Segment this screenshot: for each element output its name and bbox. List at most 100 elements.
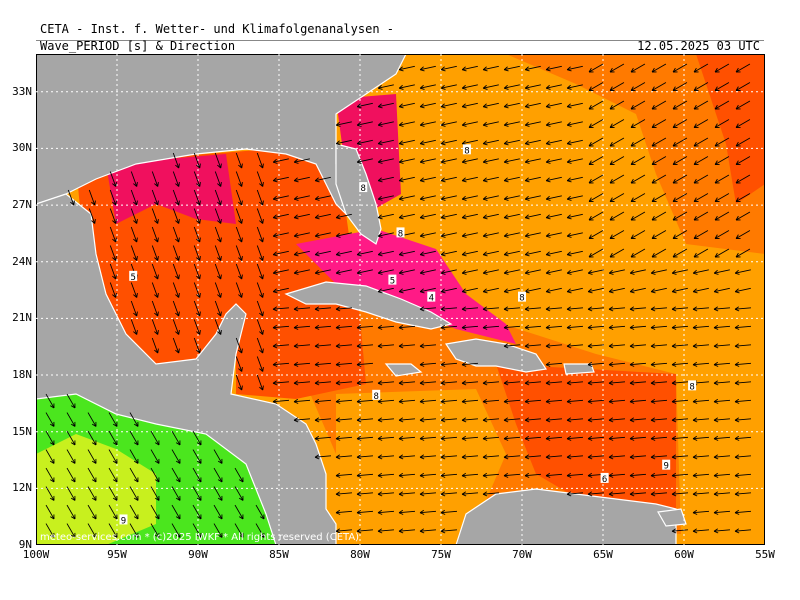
period-label: 5 bbox=[390, 277, 395, 287]
direction-arrow bbox=[419, 195, 436, 201]
direction-arrow bbox=[293, 417, 311, 423]
wave-period-map: 8 8 8 5 5 4 8 8 8 6 9 9 bbox=[36, 54, 765, 545]
period-label: 8 bbox=[361, 184, 366, 194]
direction-arrow bbox=[608, 417, 626, 423]
period-label-background bbox=[388, 274, 397, 285]
direction-arrow bbox=[609, 174, 625, 184]
direction-arrow bbox=[461, 84, 478, 90]
direction-arrow bbox=[566, 454, 584, 460]
direction-arrow bbox=[609, 230, 625, 239]
direction-arrow bbox=[566, 65, 583, 72]
direction-arrow bbox=[398, 250, 415, 257]
direction-arrow bbox=[734, 306, 752, 312]
direction-arrow bbox=[377, 232, 394, 238]
direction-arrow bbox=[524, 213, 541, 220]
direction-arrow bbox=[377, 435, 395, 441]
direction-arrow bbox=[87, 486, 97, 501]
direction-arrow bbox=[356, 269, 373, 275]
direction-arrow bbox=[45, 393, 55, 409]
direction-arrow bbox=[714, 230, 730, 239]
latitude-label: 15N bbox=[12, 424, 32, 438]
direction-arrow bbox=[734, 380, 752, 386]
direction-arrow bbox=[630, 193, 646, 202]
direction-arrow bbox=[87, 523, 97, 538]
direction-arrow bbox=[377, 472, 395, 478]
direction-arrow bbox=[713, 472, 731, 478]
direction-arrow bbox=[377, 213, 394, 220]
direction-arrow bbox=[377, 343, 395, 349]
direction-arrow bbox=[214, 208, 222, 224]
direction-arrow bbox=[256, 208, 264, 224]
direction-arrow bbox=[293, 361, 311, 367]
direction-arrow bbox=[651, 211, 667, 221]
land-cuba bbox=[284, 281, 453, 330]
direction-arrow bbox=[440, 158, 457, 164]
land-usa-southeast bbox=[36, 54, 407, 225]
direction-arrow bbox=[503, 324, 521, 330]
direction-arrow bbox=[356, 491, 374, 497]
direction-arrow bbox=[377, 176, 394, 183]
direction-arrow bbox=[587, 454, 605, 460]
direction-arrow bbox=[482, 398, 500, 404]
land-south-america bbox=[455, 488, 677, 545]
direction-arrow bbox=[693, 63, 709, 73]
direction-arrow bbox=[377, 195, 394, 201]
direction-arrow bbox=[398, 417, 416, 423]
direction-arrow bbox=[129, 523, 139, 538]
direction-arrow bbox=[566, 250, 583, 257]
direction-arrow bbox=[398, 176, 415, 183]
direction-arrow bbox=[692, 343, 710, 349]
direction-arrow bbox=[587, 269, 604, 275]
period-label: 8 bbox=[519, 294, 524, 304]
direction-arrow bbox=[256, 319, 264, 335]
direction-arrow bbox=[482, 287, 499, 294]
direction-arrow bbox=[377, 269, 394, 275]
direction-arrow bbox=[272, 398, 290, 404]
land bbox=[36, 54, 687, 545]
direction-arrow bbox=[461, 435, 479, 441]
period-label-background bbox=[372, 389, 381, 400]
direction-arrow bbox=[714, 63, 730, 73]
direction-arrow bbox=[692, 454, 710, 460]
latitude-label: 33N bbox=[12, 84, 32, 98]
direction-arrow bbox=[588, 156, 604, 165]
direction-arrow bbox=[545, 250, 562, 257]
title-bar bbox=[36, 40, 764, 54]
direction-arrow bbox=[419, 84, 436, 90]
direction-arrow bbox=[629, 491, 647, 497]
direction-arrow bbox=[272, 158, 289, 164]
direction-arrow bbox=[692, 435, 710, 441]
direction-arrow bbox=[398, 287, 415, 294]
direction-arrow bbox=[524, 380, 542, 386]
direction-arrow bbox=[735, 211, 751, 221]
direction-arrow bbox=[735, 248, 751, 258]
credit-line: meteo-services.com * (c)2025 IWKF * All … bbox=[40, 532, 360, 543]
direction-arrow bbox=[734, 287, 751, 294]
direction-arrow bbox=[335, 213, 352, 220]
latitude-label: 18N bbox=[12, 368, 32, 382]
direction-arrow bbox=[545, 65, 562, 72]
direction-arrow bbox=[109, 208, 117, 224]
direction-arrow bbox=[398, 380, 416, 386]
direction-arrow bbox=[524, 195, 541, 201]
direction-arrow bbox=[314, 361, 332, 367]
direction-arrow bbox=[440, 195, 457, 201]
direction-arrow bbox=[651, 193, 667, 202]
direction-arrow bbox=[335, 435, 353, 441]
direction-arrow bbox=[256, 300, 264, 317]
direction-arrow bbox=[503, 232, 520, 238]
direction-arrow bbox=[192, 504, 202, 520]
direction-arrow bbox=[213, 504, 223, 520]
direction-arrow bbox=[130, 189, 138, 206]
direction-arrow bbox=[714, 193, 730, 202]
direction-arrow bbox=[482, 472, 500, 478]
direction-arrow bbox=[524, 139, 541, 146]
direction-arrow bbox=[545, 361, 563, 367]
direction-arrow bbox=[419, 287, 436, 294]
direction-arrow bbox=[356, 361, 374, 367]
direction-arrow bbox=[672, 119, 688, 128]
direction-arrow bbox=[650, 324, 668, 330]
direction-arrow bbox=[713, 509, 731, 515]
direction-arrow bbox=[608, 361, 626, 367]
direction-arrow bbox=[45, 449, 55, 464]
